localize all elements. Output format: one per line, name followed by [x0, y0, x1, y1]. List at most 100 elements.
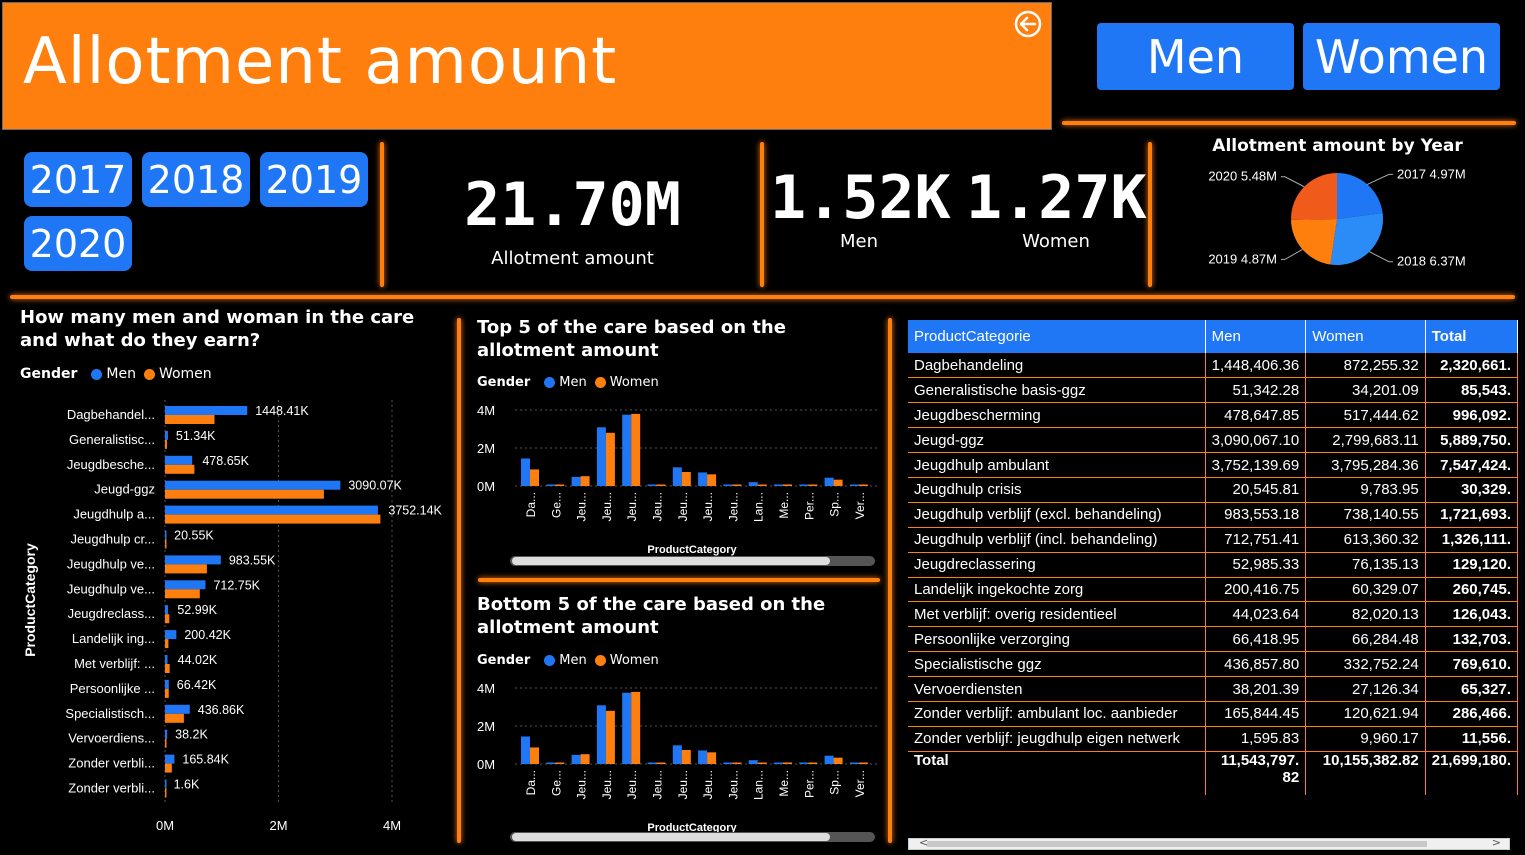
- vbar-men-bar[interactable]: [571, 476, 581, 486]
- hbar-men-bar[interactable]: [165, 754, 175, 764]
- vbar-men-bar[interactable]: [672, 745, 682, 764]
- vbar-women-bar[interactable]: [530, 747, 539, 764]
- hbar-men-bar[interactable]: [165, 406, 248, 415]
- col-header-women[interactable]: Women: [1305, 320, 1426, 353]
- table-row[interactable]: Met verblijf: overig residentieel 44,023.…: [908, 601, 1519, 628]
- vbar-men-bar[interactable]: [723, 484, 733, 487]
- vbar-women-bar[interactable]: [757, 484, 767, 487]
- hbar-men-bar[interactable]: [165, 430, 168, 440]
- bottom5-chart[interactable]: 4M 2M 0M Da... Ge... Jeu... Jeu... Jeu... Jeu...…: [470, 676, 880, 836]
- table-row[interactable]: Zonder verblijf: ambulant loc. aanbieder…: [908, 701, 1519, 727]
- hbar-men-bar[interactable]: [165, 480, 341, 490]
- hbar-women-bar[interactable]: [165, 564, 207, 574]
- col-header-men[interactable]: Men: [1205, 320, 1307, 353]
- vbar-women-bar[interactable]: [555, 762, 565, 765]
- vbar-men-bar[interactable]: [824, 477, 834, 486]
- col-header-total[interactable]: Total: [1425, 320, 1519, 353]
- hbar-women-bar[interactable]: [165, 489, 324, 499]
- hbar-men-bar[interactable]: [165, 555, 221, 565]
- vbar-women-bar[interactable]: [530, 469, 539, 486]
- vbar-men-bar[interactable]: [698, 472, 708, 486]
- vbar-women-bar[interactable]: [732, 762, 742, 765]
- hbar-women-bar[interactable]: [165, 639, 169, 649]
- vbar-men-bar[interactable]: [799, 484, 809, 487]
- col-header-category[interactable]: ProductCategorie: [908, 320, 1206, 353]
- hbar-men-bar[interactable]: [165, 505, 378, 515]
- vbar-men-bar[interactable]: [748, 482, 758, 486]
- vbar-men-bar[interactable]: [698, 750, 708, 764]
- hbar-women-bar[interactable]: [165, 688, 169, 698]
- table-row[interactable]: Landelijk ingekochte zorg 200,416.75 60,32…: [908, 577, 1519, 603]
- vbar-men-bar[interactable]: [521, 736, 530, 764]
- hbar-men-bar[interactable]: [165, 679, 169, 689]
- table-horizontal-scrollbar[interactable]: < >: [908, 836, 1510, 850]
- vbar-women-bar[interactable]: [833, 479, 843, 486]
- table-row[interactable]: Jeugdhulp verblijf (incl. behandeling) 71…: [908, 527, 1519, 553]
- vbar-women-bar[interactable]: [605, 432, 615, 486]
- vbar-men-bar[interactable]: [723, 762, 733, 765]
- scrollbar-thumb[interactable]: [512, 557, 830, 565]
- hbar-women-bar[interactable]: [165, 763, 172, 773]
- vbar-men-bar[interactable]: [799, 762, 809, 765]
- year-button-2019[interactable]: 2019: [260, 152, 368, 207]
- vbar-men-bar[interactable]: [546, 762, 556, 765]
- table-row[interactable]: Vervoerdiensten 38,201.39 27,126.34 65,327.: [908, 676, 1519, 702]
- vbar-women-bar[interactable]: [681, 471, 691, 486]
- table-row[interactable]: Jeugdbescherming 478,647.85 517,444.62 996,…: [908, 402, 1519, 429]
- top5-scrollbar[interactable]: [510, 556, 875, 566]
- vbar-women-bar[interactable]: [808, 762, 818, 765]
- vbar-men-bar[interactable]: [647, 484, 657, 487]
- hbar-women-bar[interactable]: [165, 415, 215, 424]
- hbar-women-bar[interactable]: [165, 738, 167, 748]
- vbar-men-bar[interactable]: [824, 755, 834, 764]
- hbar-women-bar[interactable]: [165, 514, 381, 524]
- women-button[interactable]: Women: [1303, 23, 1500, 90]
- table-row[interactable]: Jeugdhulp ambulant 3,752,139.69 3,795,284.…: [908, 452, 1519, 478]
- hbar-men-bar[interactable]: [165, 704, 190, 714]
- hbar-women-bar[interactable]: [165, 788, 167, 798]
- bottom5-scrollbar[interactable]: [510, 832, 875, 842]
- hbar-women-bar[interactable]: [165, 439, 167, 449]
- hbar-women-bar[interactable]: [165, 614, 170, 624]
- vbar-women-bar[interactable]: [833, 757, 843, 764]
- vbar-women-bar[interactable]: [555, 484, 565, 487]
- vbar-women-bar[interactable]: [631, 413, 641, 486]
- scroll-left-icon[interactable]: <: [919, 836, 929, 849]
- pie-chart[interactable]: 2017 4.97M 2018 6.37M 2019 4.87M 2020 5.48M: [1195, 165, 1515, 275]
- vbar-women-bar[interactable]: [707, 474, 717, 486]
- table-row[interactable]: Persoonlijke verzorging 66,418.95 66,284.4…: [908, 626, 1519, 653]
- hbar-men-bar[interactable]: [165, 530, 167, 540]
- hbar-women-bar[interactable]: [165, 539, 167, 549]
- vbar-women-bar[interactable]: [681, 749, 691, 764]
- back-arrow-icon[interactable]: [1013, 9, 1043, 39]
- table-row[interactable]: Specialistische ggz 436,857.80 332,752.24 7…: [908, 651, 1519, 678]
- vbar-men-bar[interactable]: [596, 705, 606, 764]
- vbar-men-bar[interactable]: [774, 762, 783, 765]
- scrollbar-thumb[interactable]: [512, 833, 830, 841]
- vbar-men-bar[interactable]: [571, 754, 581, 764]
- table-row[interactable]: Zonder verblijf: jeugdhulp eigen netwerk…: [908, 726, 1519, 752]
- pie-slice-2019[interactable]: [1291, 219, 1337, 265]
- hbar-women-bar[interactable]: [165, 664, 170, 673]
- hbar-men-bar[interactable]: [165, 455, 193, 465]
- vbar-women-bar[interactable]: [858, 484, 868, 487]
- table-row[interactable]: Jeugdreclassering 52,985.33 76,135.13 129,1…: [908, 552, 1519, 578]
- vbar-women-bar[interactable]: [808, 484, 818, 487]
- vbar-women-bar[interactable]: [783, 484, 792, 486]
- hbar-women-bar[interactable]: [165, 713, 184, 723]
- vbar-women-bar[interactable]: [707, 752, 717, 764]
- vbar-men-bar[interactable]: [521, 458, 530, 486]
- table-row[interactable]: Jeugdhulp crisis 20,545.81 9,783.95 30,329.: [908, 477, 1519, 503]
- year-button-2017[interactable]: 2017: [24, 152, 132, 207]
- hbar-women-bar[interactable]: [165, 589, 200, 599]
- vbar-men-bar[interactable]: [774, 484, 783, 487]
- vbar-men-bar[interactable]: [622, 692, 632, 764]
- vbar-women-bar[interactable]: [757, 762, 767, 765]
- vbar-women-bar[interactable]: [580, 476, 590, 486]
- table-row[interactable]: Generalistische basis-ggz 51,342.28 34,201…: [908, 377, 1519, 404]
- vbar-women-bar[interactable]: [580, 754, 590, 764]
- pie-slice-2017[interactable]: [1337, 173, 1383, 219]
- year-button-2018[interactable]: 2018: [142, 152, 250, 207]
- vbar-men-bar[interactable]: [849, 762, 859, 765]
- pie-slice-2018[interactable]: [1330, 212, 1383, 265]
